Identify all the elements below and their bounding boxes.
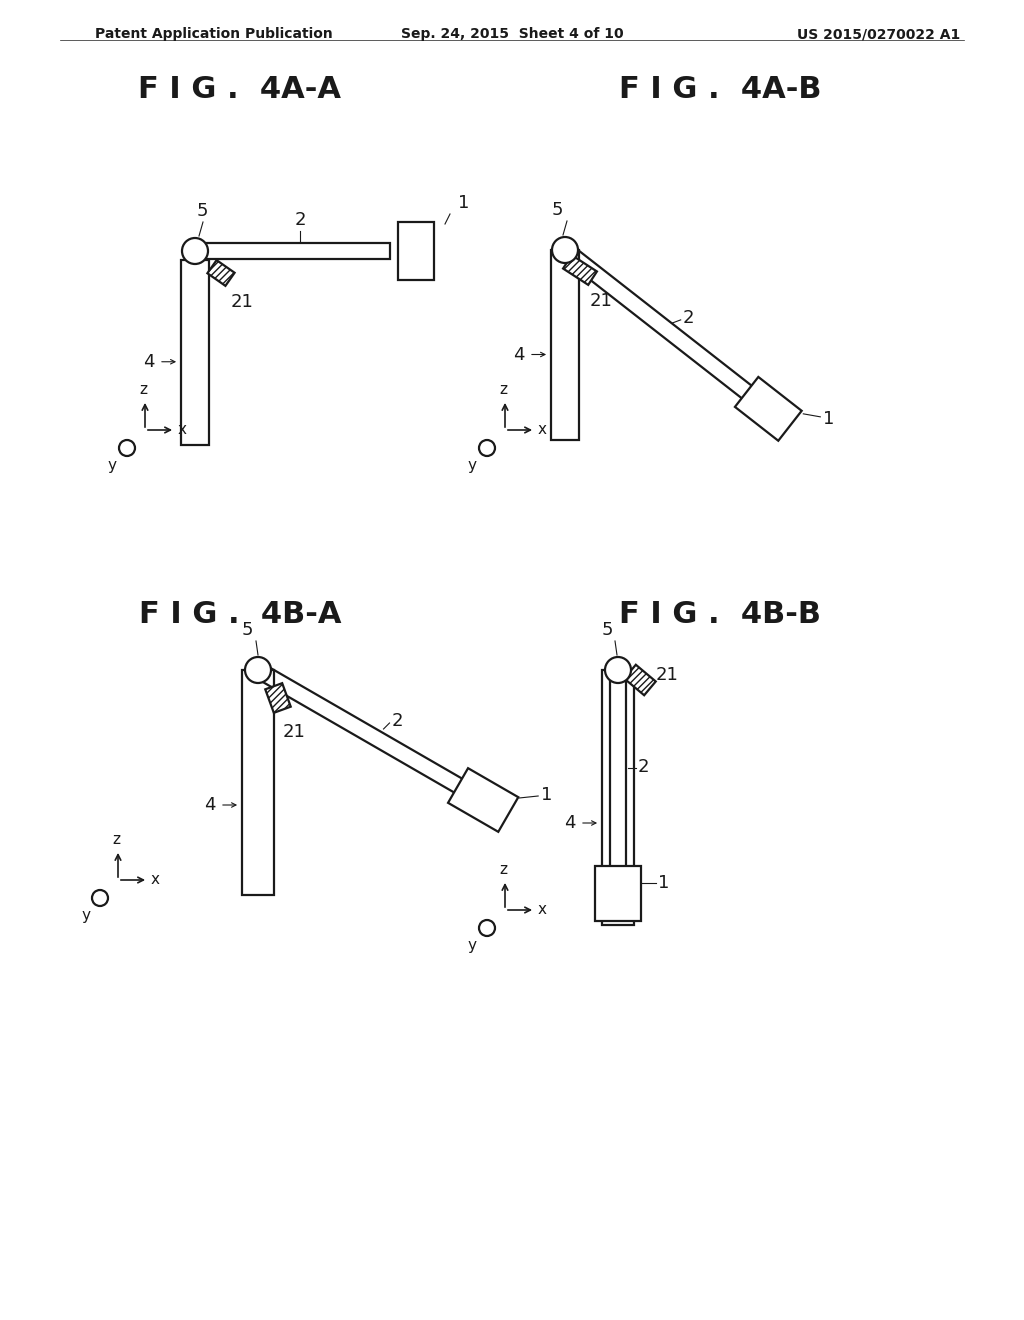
Text: x: x [538, 903, 547, 917]
Text: F I G .  4A-A: F I G . 4A-A [138, 75, 341, 104]
Text: 4: 4 [204, 796, 215, 814]
Text: Sep. 24, 2015  Sheet 4 of 10: Sep. 24, 2015 Sheet 4 of 10 [400, 26, 624, 41]
Text: z: z [499, 862, 507, 876]
Circle shape [245, 657, 271, 682]
Bar [242, 671, 274, 895]
Polygon shape [449, 768, 518, 832]
Circle shape [92, 890, 108, 906]
Text: 5: 5 [242, 620, 253, 639]
Text: F I G .  4A-B: F I G . 4A-B [618, 75, 821, 104]
Circle shape [479, 440, 495, 455]
Text: 21: 21 [231, 293, 254, 312]
Text: Patent Application Publication: Patent Application Publication [95, 26, 333, 41]
Bar [181, 260, 209, 445]
Text: z: z [499, 381, 507, 397]
Text: 4: 4 [564, 814, 575, 832]
Text: 21: 21 [656, 667, 679, 684]
Text: 5: 5 [197, 202, 209, 220]
Polygon shape [265, 684, 291, 713]
Circle shape [182, 238, 208, 264]
Text: 5: 5 [601, 620, 613, 639]
Text: x: x [538, 422, 547, 437]
Text: US 2015/0270022 A1: US 2015/0270022 A1 [797, 26, 961, 41]
Text: z: z [112, 832, 120, 847]
Text: 4: 4 [513, 346, 524, 363]
Polygon shape [625, 665, 655, 696]
Text: y: y [468, 458, 477, 473]
Text: y: y [468, 939, 477, 953]
Bar [595, 866, 641, 920]
Text: 4: 4 [143, 352, 155, 371]
Circle shape [479, 920, 495, 936]
Text: 1: 1 [823, 409, 835, 428]
Polygon shape [735, 378, 802, 441]
Text: F I G .  4B-B: F I G . 4B-B [618, 601, 821, 630]
Bar [195, 243, 390, 259]
Text: 21: 21 [590, 292, 613, 310]
Text: 2: 2 [683, 309, 694, 327]
Text: 1: 1 [658, 874, 670, 892]
Text: 2: 2 [391, 711, 403, 730]
Bar [602, 671, 634, 925]
Circle shape [552, 238, 578, 263]
Bar [551, 249, 579, 440]
Text: 1: 1 [541, 785, 553, 804]
Text: y: y [108, 458, 117, 473]
Text: F I G .  4B-A: F I G . 4B-A [138, 601, 341, 630]
Text: 2: 2 [294, 211, 306, 228]
Bar [398, 222, 434, 280]
Text: 5: 5 [552, 201, 563, 219]
Text: y: y [81, 908, 90, 923]
Text: 21: 21 [283, 723, 306, 741]
Text: 1: 1 [458, 194, 469, 213]
Polygon shape [563, 255, 597, 285]
Polygon shape [208, 260, 234, 286]
Circle shape [605, 657, 631, 682]
Text: x: x [151, 873, 160, 887]
Text: z: z [139, 381, 147, 397]
Text: x: x [178, 422, 187, 437]
Text: 2: 2 [638, 759, 649, 776]
Circle shape [119, 440, 135, 455]
